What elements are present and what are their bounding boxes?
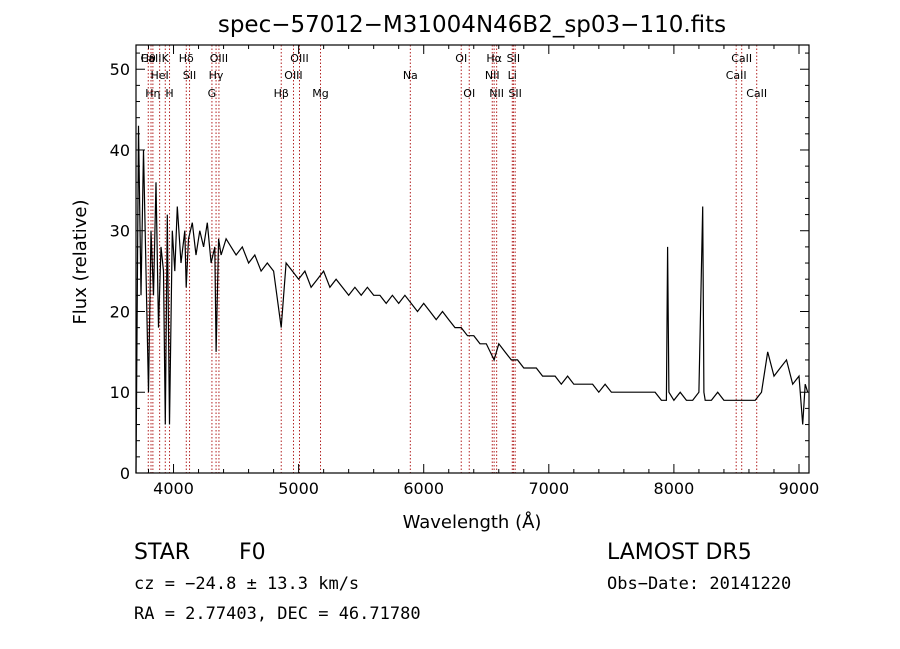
line-marker-label: Hα (486, 52, 502, 65)
spectral-line-markers (147, 45, 758, 473)
line-marker-label: Li (508, 69, 517, 82)
object-class: STAR (134, 540, 191, 565)
y-tick-label: 40 (110, 141, 130, 160)
line-marker-label: Mg (312, 87, 328, 100)
observation-date: Obs−Date: 20141220 (607, 574, 792, 594)
x-tick-label: 7000 (528, 479, 569, 498)
line-marker-label: OI (463, 87, 475, 100)
line-marker-label: Na (403, 69, 418, 82)
line-marker-label: SII (507, 52, 520, 65)
x-tick-label: 5000 (278, 479, 319, 498)
line-marker-label: Hγ (209, 69, 224, 82)
line-marker-label: H (165, 87, 173, 100)
line-marker-label: NII (485, 69, 500, 82)
line-marker-label: Hδ (179, 52, 194, 65)
spectral-line-labels: HθCaIIHηHeIKHHδSIIGHγOIIIHβOIIIOIIIMgNaO… (141, 52, 768, 100)
line-marker-label: Hθ (141, 52, 156, 65)
y-tick-label: 30 (110, 222, 130, 241)
line-marker-label: HeI (150, 69, 168, 82)
x-tick-label: 8000 (654, 479, 695, 498)
sky-coordinates: RA = 2.77403, DEC = 46.71780 (134, 604, 421, 624)
line-marker-label: SII (183, 69, 196, 82)
y-tick-label: 20 (110, 302, 130, 321)
x-axis-label: Wavelength (Å) (403, 511, 542, 533)
line-marker-label: CaII (726, 69, 747, 82)
line-marker-label: OIII (210, 52, 228, 65)
y-tick-label: 10 (110, 383, 130, 402)
line-marker-label: OI (455, 52, 467, 65)
line-marker-label: CaII (731, 52, 752, 65)
plot-frame (135, 44, 810, 474)
line-marker-label: CaII (746, 87, 767, 100)
x-tick-label: 9000 (779, 479, 820, 498)
y-tick-label: 50 (110, 60, 130, 79)
line-marker-label: CaII (141, 52, 162, 65)
line-marker-label: NII (489, 87, 504, 100)
line-marker-label: OIII (290, 52, 308, 65)
x-tick-label: 4000 (153, 479, 194, 498)
line-marker-label: OIII (284, 69, 302, 82)
y-axis-label: Flux (relative) (70, 199, 91, 324)
redshift-velocity: cz = −24.8 ± 13.3 km/s (134, 574, 360, 594)
line-marker-label: SII (508, 87, 521, 100)
line-marker-label: Hβ (274, 87, 289, 100)
survey-name: LAMOST DR5 (607, 540, 752, 565)
spectrum-line (135, 125, 809, 474)
line-marker-label: K (162, 52, 170, 65)
line-marker-label: Hη (145, 87, 160, 100)
spectral-subclass: F0 (239, 540, 266, 565)
y-axis: 0 10 20 30 40 50 (110, 52, 809, 483)
line-marker-label: G (208, 87, 217, 100)
x-tick-label: 6000 (403, 479, 444, 498)
chart-title: spec−57012−M31004N46B2_sp03−110.fits (218, 12, 726, 38)
y-tick-label: 0 (120, 464, 130, 483)
x-axis: 4000 5000 6000 7000 8000 9000 (148, 45, 820, 498)
